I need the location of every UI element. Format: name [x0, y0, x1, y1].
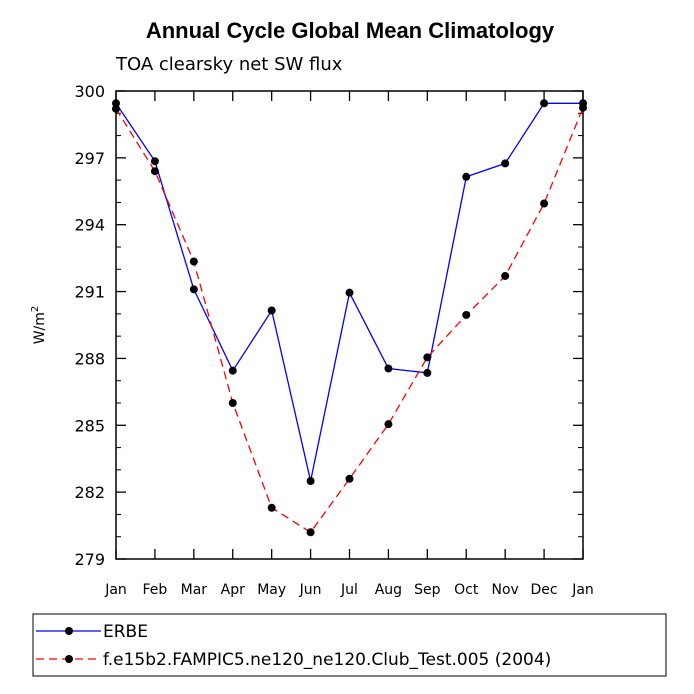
- x-tick-label: May: [257, 582, 286, 598]
- data-point: [540, 99, 549, 108]
- x-tick-label: Feb: [143, 582, 168, 598]
- y-axis: 279 282 285 288 291 294 297 300: [74, 82, 583, 569]
- legend: ERBE f.e15b2.FAMPIC5.ne120_ne120.Club_Tes…: [36, 622, 551, 670]
- data-point: [540, 199, 549, 208]
- data-point: [112, 99, 120, 108]
- chart-title: Annual Cycle Global Mean Climatology: [146, 18, 555, 43]
- y-axis-label: W/m2: [30, 306, 48, 345]
- data-point: [150, 167, 159, 176]
- series-line: [115, 107, 584, 534]
- data-point: [345, 474, 354, 483]
- y-tick-label: 279: [74, 550, 105, 569]
- y-tick-label: 297: [74, 149, 105, 168]
- data-point: [267, 306, 276, 315]
- data-point: [462, 172, 471, 181]
- data-point: [501, 271, 510, 280]
- x-tick-label: Jan: [104, 582, 127, 598]
- x-tick-label: Jun: [299, 582, 322, 598]
- data-point: [228, 399, 237, 407]
- y-axis-label-base: W/m: [32, 312, 48, 344]
- x-axis: Jan Feb Mar Apr May Jun Jul Aug Sep Oct Nov Dec Jan: [104, 91, 594, 598]
- y-tick-label: 285: [74, 416, 105, 435]
- x-tick-label: Nov: [492, 582, 519, 598]
- data-point: [579, 103, 587, 112]
- data-point: [189, 285, 198, 294]
- data-point: [384, 420, 393, 429]
- y-tick-label: 282: [74, 483, 105, 502]
- data-point: [306, 477, 315, 485]
- legend-box: [32, 613, 667, 677]
- data-point: [112, 104, 120, 113]
- data-point: [189, 257, 198, 266]
- x-tick-label: Apr: [221, 582, 245, 598]
- legend-entry-label: f.e15b2.FAMPIC5.ne120_ne120.Club_Test.00…: [103, 650, 551, 670]
- data-point: [150, 157, 159, 166]
- data-point: [267, 503, 276, 512]
- x-tick-label: Jul: [340, 582, 358, 598]
- data-point: [501, 159, 510, 168]
- x-tick-label: Aug: [375, 582, 402, 598]
- data-point: [345, 288, 354, 297]
- data-point: [306, 528, 315, 537]
- data-point: [462, 310, 471, 319]
- data-point: [423, 368, 432, 377]
- data-point: [228, 366, 237, 375]
- data-point: [384, 364, 393, 373]
- y-tick-label: 291: [74, 283, 105, 302]
- x-tick-label: Jan: [571, 582, 594, 598]
- legend-swatch-marker: [65, 627, 73, 635]
- x-tick-label: Sep: [414, 582, 441, 598]
- legend-swatch-marker: [65, 655, 73, 663]
- x-tick-label: Mar: [181, 582, 208, 598]
- y-tick-label: 288: [74, 349, 105, 368]
- y-tick-label: 300: [74, 82, 105, 101]
- y-axis-label-superscript: 2: [30, 306, 41, 312]
- chart-subtitle: TOA clearsky net SW flux: [115, 54, 343, 75]
- data-point: [423, 353, 432, 362]
- legend-entry-label: ERBE: [103, 622, 148, 642]
- y-tick-label: 294: [74, 216, 105, 235]
- series-layer: [112, 99, 587, 537]
- x-tick-label: Dec: [531, 582, 558, 598]
- x-tick-label: Oct: [454, 582, 479, 598]
- plot-frame: [115, 90, 584, 560]
